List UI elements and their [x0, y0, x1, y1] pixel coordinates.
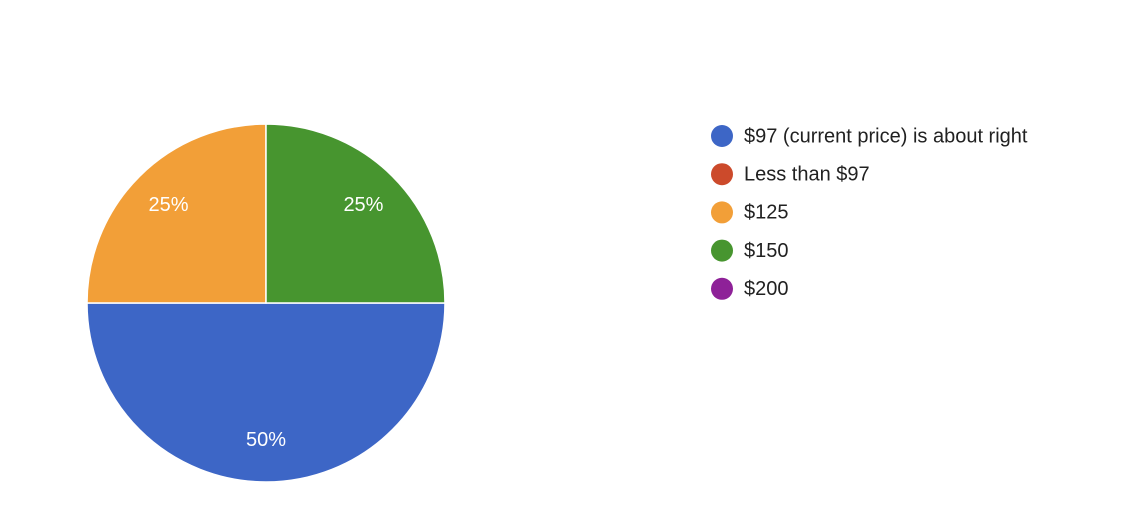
pie-slice — [86, 302, 446, 483]
data-label: 50% — [246, 429, 286, 451]
legend-marker — [711, 239, 733, 262]
pie-slice — [86, 123, 267, 304]
legend-label: $125 — [744, 202, 789, 224]
legend-label: $97 (current price) is about right — [744, 125, 1028, 147]
legend-label: $200 — [744, 278, 789, 300]
legend-marker — [711, 201, 733, 224]
pie-slice — [265, 123, 446, 304]
legend-marker — [711, 277, 733, 300]
legend-marker — [711, 163, 733, 186]
legend-marker — [711, 125, 733, 147]
legend-label: Less than $97 — [744, 163, 870, 185]
legend-label: $150 — [744, 240, 789, 262]
data-label: 25% — [343, 194, 383, 216]
data-label: 25% — [149, 194, 189, 216]
